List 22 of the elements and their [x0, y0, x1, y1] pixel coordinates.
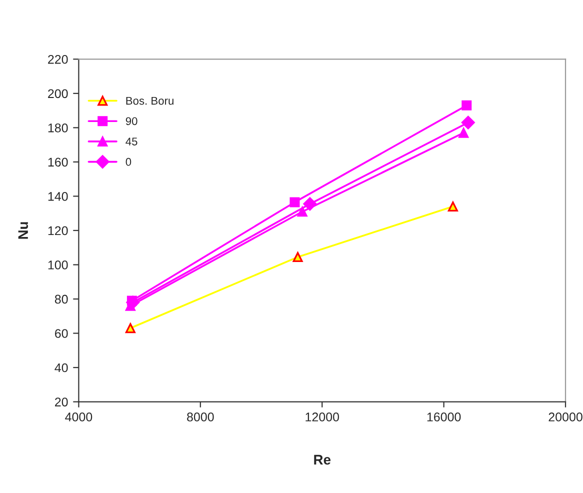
x-tick-label: 8000 — [187, 412, 214, 422]
y-tick-label: 60 — [55, 329, 68, 338]
y-tick-label: 200 — [48, 89, 68, 98]
x-axis-title: Re — [314, 454, 331, 465]
y-tick-label: 120 — [48, 226, 68, 236]
y-tick-label: 180 — [48, 123, 68, 132]
y-tick-label: 160 — [48, 158, 68, 167]
y-tick-label: 40 — [54, 363, 68, 372]
y-axis-title: Nu — [18, 222, 28, 239]
x-tick-label: 16000 — [427, 412, 461, 422]
y-tick-label: 20 — [55, 398, 68, 406]
y-tick-label: 80 — [54, 294, 68, 304]
legend-label: 0 — [126, 158, 132, 166]
y-tick-label: 140 — [48, 192, 68, 201]
y-tick-label: 220 — [48, 54, 68, 64]
x-tick-label: 12000 — [306, 412, 339, 422]
legend-label: Bos. Boru — [126, 96, 174, 105]
x-tick-label: 20000 — [548, 412, 582, 422]
legend-label: 90 — [126, 117, 138, 126]
x-tick-label: 4000 — [65, 412, 92, 422]
y-tick-label: 100 — [48, 260, 68, 270]
legend-label: 45 — [126, 138, 138, 146]
